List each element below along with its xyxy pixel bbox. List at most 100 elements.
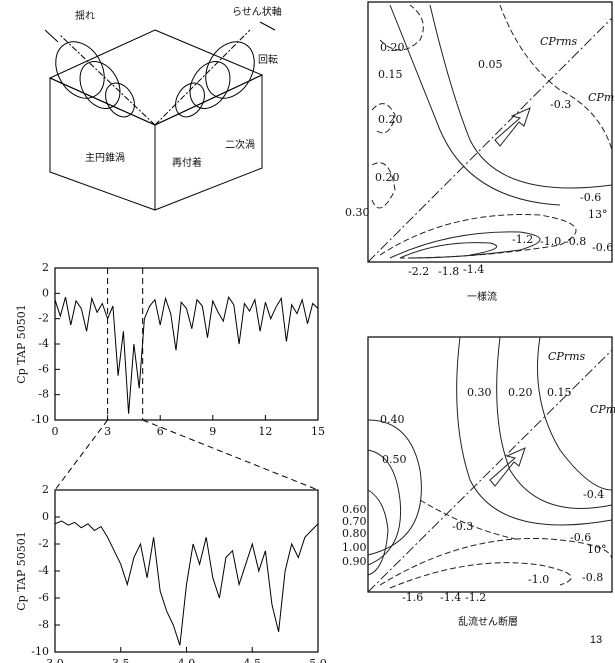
contour-label: 0.20 xyxy=(375,171,400,184)
contour-label: 0.90 xyxy=(342,555,367,568)
contour xyxy=(367,419,422,556)
x-tick-label: 4.5 xyxy=(244,657,262,663)
signal-line xyxy=(54,295,319,414)
x-tick-label: 6 xyxy=(157,425,164,438)
contour-panel xyxy=(367,1,613,263)
flow-arrow xyxy=(489,447,526,487)
y-tick-label: -6 xyxy=(38,362,49,375)
y-axis-label: Cp TAP 50501 xyxy=(15,304,28,384)
y-tick-label: -8 xyxy=(38,388,49,401)
contour-label: -1.8 xyxy=(438,265,459,278)
contour-label: 0.20 xyxy=(380,41,405,54)
panel-frame xyxy=(367,336,613,593)
contour-label: -0.8 xyxy=(565,235,586,248)
contour-label: 0.15 xyxy=(378,68,403,81)
contour xyxy=(379,537,613,586)
contour-label: -1.0 xyxy=(528,573,549,586)
contour xyxy=(537,336,613,491)
contour xyxy=(499,4,613,151)
contour xyxy=(371,162,396,209)
y-tick-label: -2 xyxy=(38,312,49,325)
x-tick-label: 9 xyxy=(209,425,216,438)
x-tick-label: 15 xyxy=(311,425,325,438)
contour xyxy=(389,4,561,206)
contour xyxy=(367,449,402,566)
x-tick-label: 4.0 xyxy=(178,657,196,663)
diagram-label: 主円錐渦 xyxy=(85,151,125,164)
diagram-label: 回転 xyxy=(258,54,278,66)
contour-label: 10° xyxy=(587,543,607,556)
contour-label: 0.15 xyxy=(547,386,572,399)
contour-label: 0.30 xyxy=(345,206,370,219)
contour-label: -0.4 xyxy=(583,488,604,501)
contour-label: 0.70 xyxy=(342,515,367,528)
contour-label: -1.6 xyxy=(402,591,423,604)
y-tick-label: 2 xyxy=(42,483,49,496)
contour-legend: CPm xyxy=(588,91,614,104)
plot-frame xyxy=(54,267,319,421)
zoom-connector xyxy=(142,419,319,491)
x-tick-label: 0 xyxy=(52,425,59,438)
contour-label: 0.80 xyxy=(342,527,367,540)
diagram-label: 二次渦 xyxy=(225,138,255,151)
contour-legend: CPrms xyxy=(548,350,586,363)
panel-caption: 一様流 xyxy=(467,290,497,303)
contour-label: -2.2 xyxy=(408,265,429,278)
contour-panel xyxy=(367,336,613,593)
contour xyxy=(496,336,613,509)
flow-arrow xyxy=(494,107,531,147)
diagram-label: 揺れ xyxy=(75,10,95,22)
contour-legend: CPrms xyxy=(540,35,578,48)
contour-label: 0.20 xyxy=(378,113,403,126)
contour xyxy=(371,103,396,134)
x-tick-label: 5.0 xyxy=(309,657,327,663)
contour-label: -1.2 xyxy=(465,591,486,604)
zoom-connector xyxy=(54,419,108,491)
contour-label: 0.30 xyxy=(467,386,492,399)
contour xyxy=(367,489,389,576)
y-tick-label: -10 xyxy=(31,413,49,426)
contour xyxy=(419,499,521,541)
contour-label: -0.6 xyxy=(570,531,591,544)
contour-label: 0.50 xyxy=(382,453,407,466)
contour-label: -0.3 xyxy=(550,98,571,111)
y-tick-label: 0 xyxy=(42,510,49,523)
x-tick-label: 12 xyxy=(258,425,272,438)
diagonal xyxy=(367,17,613,263)
contour-label: 13° xyxy=(588,208,608,221)
contour-label: 1.00 xyxy=(342,541,367,554)
contour-label: 0.40 xyxy=(380,413,405,426)
y-tick-label: -8 xyxy=(38,618,49,631)
panel-frame xyxy=(367,1,613,263)
vortex-diagram xyxy=(44,21,276,211)
page-number: 13 xyxy=(590,634,602,646)
diagram-label: らせん状軸 xyxy=(232,5,282,18)
contour xyxy=(429,4,613,189)
contour-label: 0.20 xyxy=(508,386,533,399)
y-tick-label: 0 xyxy=(42,286,49,299)
contour-label: -0.6 xyxy=(592,241,613,254)
contour-label: 0.60 xyxy=(342,503,367,516)
contour xyxy=(389,231,541,259)
diagram-label: 再付着 xyxy=(172,156,202,169)
contour-label: -1.0 xyxy=(540,235,561,248)
contour xyxy=(379,4,424,51)
y-tick-label: -6 xyxy=(38,591,49,604)
contour-label: -1.4 xyxy=(463,263,484,276)
contour-label: -1.2 xyxy=(512,233,533,246)
contour-label: -1.4 xyxy=(440,591,461,604)
panel-caption: 乱流せん断層 xyxy=(458,615,518,628)
x-tick-label: 3.0 xyxy=(46,657,64,663)
x-tick-label: 3.5 xyxy=(112,657,130,663)
diagonal xyxy=(367,349,613,593)
contour-label: -0.3 xyxy=(452,520,473,533)
x-tick-label: 3 xyxy=(104,425,111,438)
contour-label: -0.6 xyxy=(580,191,601,204)
signal-line xyxy=(54,520,319,646)
y-tick-label: 2 xyxy=(42,261,49,274)
contour-label: 0.05 xyxy=(478,58,503,71)
y-tick-label: -2 xyxy=(38,537,49,550)
contour-legend: CPm xyxy=(590,403,615,416)
